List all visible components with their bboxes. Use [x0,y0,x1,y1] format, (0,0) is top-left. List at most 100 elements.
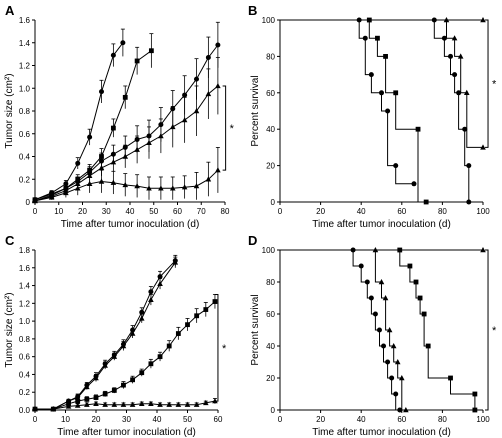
data-point [148,48,154,54]
data-point [425,343,431,349]
series-2 [280,247,409,413]
data-point [385,108,391,114]
data-point [138,315,145,321]
data-point [185,322,190,328]
x-tick-label: 100 [476,415,490,424]
data-point [110,159,117,165]
data-point [93,375,99,381]
data-point [75,398,81,404]
series-line [35,301,216,410]
series-3 [32,294,218,412]
data-point [463,89,470,95]
data-point [393,391,399,397]
y-axis-title: Percent survival [250,75,261,146]
data-point [139,309,145,315]
series-2 [280,17,429,205]
data-point [158,185,164,191]
significance-star: * [492,325,497,337]
panel-a: A 0 10 20 30 40 50 60 70 80 0 0.2 0.4 0.6 0.8 1.0 1.2 1.4… [4,3,235,230]
data-point [169,185,176,191]
series-line [280,19,470,202]
panel-letter: D [248,233,257,248]
series-line [280,249,406,411]
y-tick-label: 20 [266,374,275,383]
series-4 [32,398,218,412]
data-point [203,399,209,406]
series-1 [32,28,126,203]
data-point [456,90,462,96]
x-tick-label: 20 [316,207,325,216]
data-point [111,401,118,407]
data-point [390,343,397,349]
series-1 [280,247,403,413]
data-point [358,263,364,269]
data-point [448,53,454,59]
panel-letter: A [5,3,15,18]
x-tick-label: 60 [397,207,406,216]
data-point [134,58,140,64]
data-point [74,402,81,408]
x-tick-label: 0 [33,415,38,424]
data-point [441,35,447,41]
data-point [194,76,199,82]
y-tick-label: 0.8 [19,335,31,344]
data-point [93,400,99,406]
data-point [74,185,81,191]
data-point [215,42,221,48]
data-point [393,90,399,96]
y-tick-label: 0.0 [19,406,31,415]
series-4 [32,57,221,204]
significance-bracket [485,249,489,411]
data-point [175,401,182,407]
y-tick-label: 20 [266,162,275,171]
data-point [122,181,129,188]
series-3 [280,17,472,205]
series-1 [280,17,417,187]
data-point [122,94,128,100]
data-point [148,289,154,295]
x-tick-label: 40 [357,415,366,424]
series-4 [280,247,486,253]
data-point [120,343,127,349]
x-tick-label: 20 [78,207,87,216]
series-5 [280,17,486,23]
y-tick-label: 0.2 [19,388,31,397]
y-tick-label: 40 [266,125,275,134]
data-point [375,35,380,41]
data-point [146,185,152,191]
x-axis-title: Time after tumor inoculation (d) [312,219,451,230]
data-point [182,92,188,98]
data-point [203,307,209,312]
y-tick-label: 0.6 [19,130,31,139]
panel-letter: C [5,233,15,248]
data-point [193,108,200,114]
data-point [84,383,90,390]
data-point [121,382,126,388]
y-tick-label: 100 [262,16,276,25]
data-point [411,181,417,187]
series-line [34,50,152,201]
data-point [451,35,458,41]
data-point [138,400,145,406]
data-point [205,55,211,61]
y-tick-label: 1.6 [19,264,31,273]
data-point [32,197,38,204]
y-tick-label: 60 [266,310,275,319]
data-point [181,184,188,190]
y-tick-label: 80 [266,52,275,61]
data-point [378,279,385,285]
x-tick-label: 30 [102,207,111,216]
data-point [364,279,370,285]
data-point [385,359,391,365]
y-axis-title: Percent survival [250,294,261,365]
data-point [102,391,108,397]
x-axis-title: Time after tumor inoculation (d) [61,219,200,230]
data-point [193,183,200,189]
data-point [480,144,486,150]
y-tick-label: 1.2 [19,299,31,308]
y-tick-label: 1.8 [19,246,31,255]
data-point [122,153,129,159]
series-3 [32,21,221,204]
x-tick-label: 0 [278,415,283,424]
y-tick-label: 1.0 [19,317,31,326]
